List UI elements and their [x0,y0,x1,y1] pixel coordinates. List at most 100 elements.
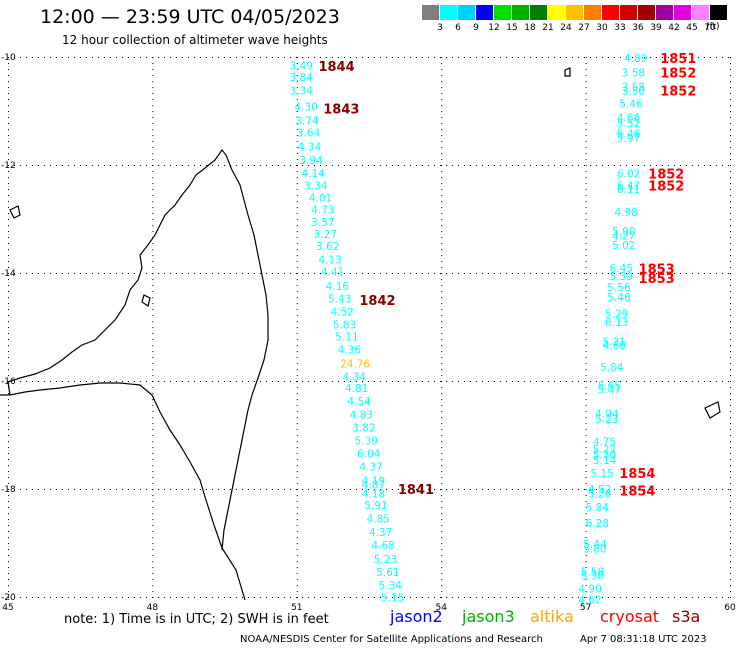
grid-dot [164,489,165,490]
grid-dot [212,165,213,166]
grid-dot [140,489,141,490]
grid-dot [296,213,298,214]
grid-dot [170,165,171,166]
grid-dot [284,381,285,382]
grid-dot [422,57,423,58]
grid-dot [212,489,213,490]
grid-dot [242,381,243,382]
grid-dot [585,75,587,76]
grid-dot [170,57,171,58]
grid-dot [338,165,339,166]
grid-dot [730,411,731,412]
grid-dot [578,273,579,274]
grid-dot [200,273,201,274]
grid-dot [152,117,154,118]
grid-dot [585,375,587,376]
grid-dot [585,339,587,340]
grid-dot [134,381,135,382]
grid-dot [296,231,298,232]
grid-dot [146,165,147,166]
grid-dot [710,165,711,166]
grid-dot [441,309,443,310]
grid-dot [434,489,435,490]
grid-dot [730,297,731,298]
color-scale-swatch [710,5,728,20]
grid-dot [68,489,69,490]
wave-height-value: 5.91 [364,500,387,512]
grid-dot [8,75,9,76]
grid-dot [50,381,51,382]
grid-dot [8,309,9,310]
grid-dot [656,597,657,598]
grid-dot [441,165,443,166]
grid-dot [8,183,9,184]
grid-dot [8,207,9,208]
grid-dot [730,393,731,394]
grid-dot [356,489,357,490]
grid-dot [152,135,154,136]
grid-dot [332,597,333,598]
grid-dot [602,165,603,166]
grid-dot [260,489,261,490]
grid-dot [86,489,87,490]
grid-dot [32,273,33,274]
grid-dot [730,561,731,562]
grid-dot [194,165,195,166]
grid-dot [656,273,657,274]
grid-dot [730,363,731,364]
grid-dot [218,165,219,166]
grid-dot [140,57,141,58]
grid-dot [441,297,443,298]
grid-dot [730,219,731,220]
grid-dot [362,381,363,382]
grid-dot [590,165,591,166]
grid-dot [344,165,345,166]
grid-dot [44,165,45,166]
wave-height-value: 4.62 [578,595,601,607]
grid-dot [494,381,495,382]
wave-height-value: 24.76 [340,359,370,371]
grid-dot [716,273,717,274]
grid-dot [441,141,443,142]
grid-dot [482,597,483,598]
grid-dot [182,597,183,598]
grid-dot [730,321,731,322]
color-scale-label: 70 [704,23,716,33]
grid-dot [730,93,731,94]
grid-dot [152,177,154,178]
grid-dot [585,537,587,538]
grid-dot [728,273,729,274]
grid-dot [230,489,231,490]
grid-dot [554,381,555,382]
color-scale-swatch [656,5,674,20]
grid-dot [585,261,587,262]
grid-dot [152,555,154,556]
color-scale-label: 36 [632,23,644,33]
wave-height-value: 5.97 [617,133,640,145]
grid-dot [8,105,9,106]
grid-dot [518,597,519,598]
grid-dot [441,267,443,268]
grid-dot [50,57,51,58]
wave-height-value: 4.75 [593,436,616,448]
grid-dot [422,165,423,166]
grid-dot [296,459,298,460]
wave-height-value: 5.29 [605,309,628,321]
grid-dot [296,93,298,94]
grid-dot [585,159,587,160]
axis-labels: 45 48 51 54 57 60 -10 -12 -14 -16 -18 -20 [1,53,736,613]
grid-dot [730,597,731,598]
grid-dot [446,597,447,598]
grid-dot [8,339,9,340]
grid-dot [584,57,585,58]
grid-dot [176,165,177,166]
grid-dot [296,99,298,100]
grid-dot [8,357,9,358]
grid-dot [441,195,443,196]
grid-dot [404,381,405,382]
wave-height-value: 4.27 [612,231,635,243]
grid-dot [182,381,183,382]
grid-dot [656,381,657,382]
y-tick-label: -14 [1,269,16,279]
grid-dot [572,57,573,58]
